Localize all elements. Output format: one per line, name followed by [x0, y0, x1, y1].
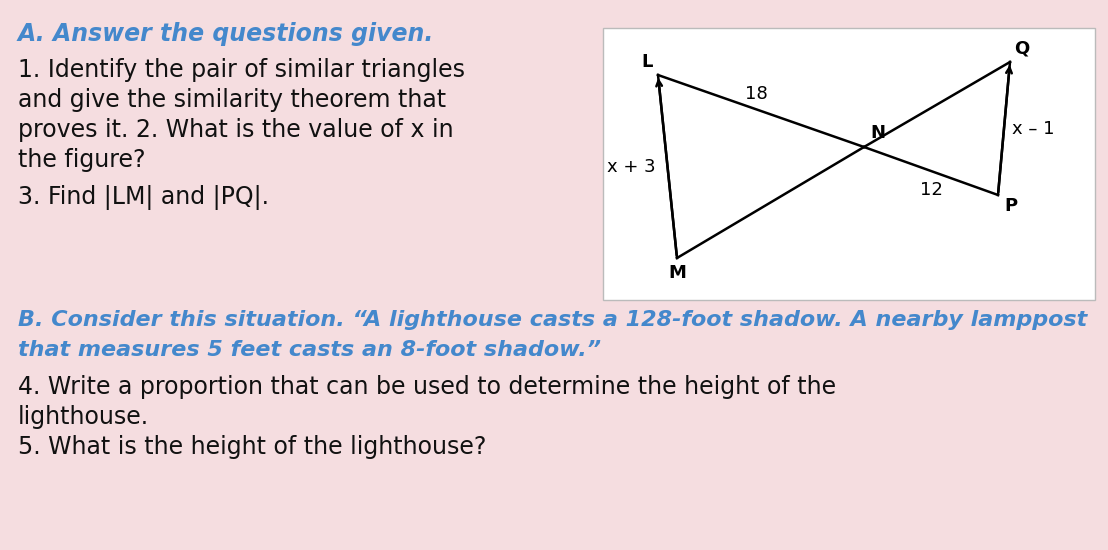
Text: x – 1: x – 1 [1012, 119, 1055, 138]
Text: and give the similarity theorem that: and give the similarity theorem that [18, 88, 447, 112]
Text: 5. What is the height of the lighthouse?: 5. What is the height of the lighthouse? [18, 435, 486, 459]
Text: N: N [870, 124, 885, 142]
Text: x + 3: x + 3 [607, 157, 656, 175]
Text: 18: 18 [745, 85, 768, 103]
Text: the figure?: the figure? [18, 148, 145, 172]
Text: M: M [668, 264, 686, 282]
Text: P: P [1004, 197, 1017, 215]
Text: 1. Identify the pair of similar triangles: 1. Identify the pair of similar triangle… [18, 58, 465, 82]
Text: proves it. 2. What is the value of x in: proves it. 2. What is the value of x in [18, 118, 453, 142]
Text: lighthouse.: lighthouse. [18, 405, 150, 429]
Text: 12: 12 [920, 181, 943, 199]
Bar [603, 28, 1095, 300]
Text: Q: Q [1014, 40, 1029, 58]
Text: that measures 5 feet casts an 8-foot shadow.”: that measures 5 feet casts an 8-foot sha… [18, 340, 602, 360]
Text: A. Answer the questions given.: A. Answer the questions given. [18, 22, 434, 46]
Text: L: L [642, 53, 653, 71]
Text: B. Consider this situation. “A lighthouse casts a 128-foot shadow. A nearby lamp: B. Consider this situation. “A lighthous… [18, 310, 1087, 330]
Text: 4. Write a proportion that can be used to determine the height of the: 4. Write a proportion that can be used t… [18, 375, 837, 399]
Text: 3. Find |LM| and |PQ|.: 3. Find |LM| and |PQ|. [18, 185, 269, 210]
